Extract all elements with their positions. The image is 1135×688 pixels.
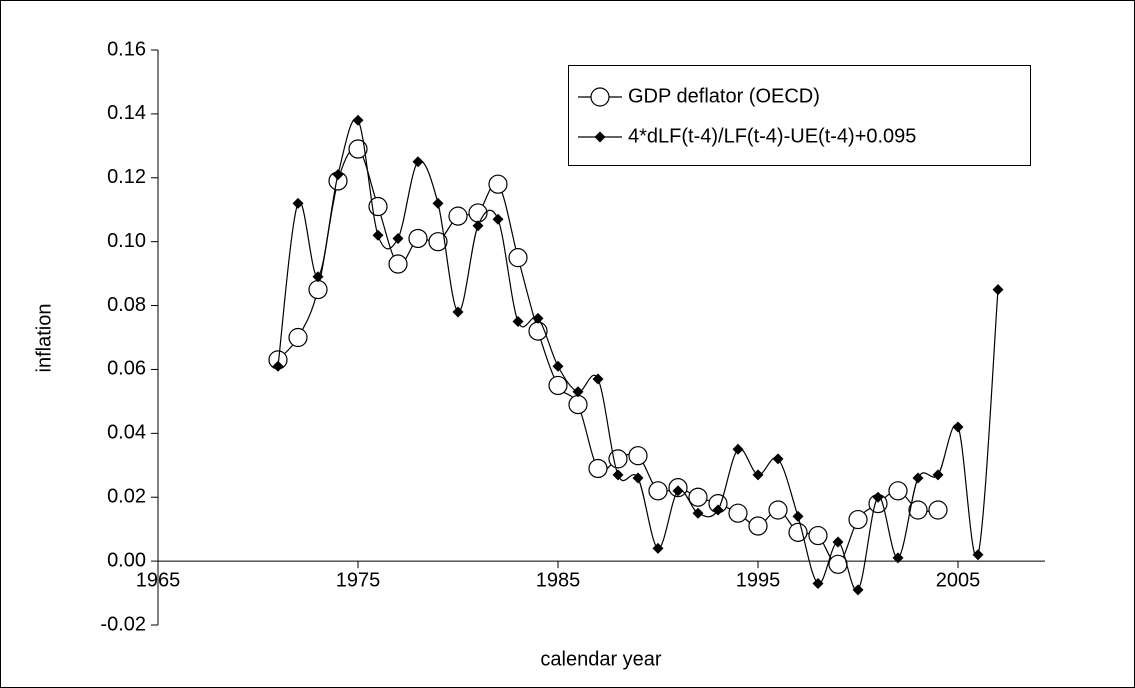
diamond-marker	[572, 386, 584, 398]
circle-marker	[388, 254, 408, 274]
diamond-marker	[792, 510, 804, 522]
diamond-marker	[992, 284, 1004, 296]
circle-marker	[608, 449, 628, 469]
diamond-marker	[412, 156, 424, 168]
y-tick-label: 0.00	[107, 549, 146, 571]
diamond-marker	[712, 504, 724, 516]
y-tick-label: 0.16	[107, 38, 146, 60]
diamond-marker	[752, 469, 764, 481]
y-tick-label: 0.10	[107, 230, 146, 252]
circle-marker	[808, 525, 828, 546]
circle-marker	[428, 232, 448, 252]
x-tick-label: 1995	[736, 569, 781, 591]
y-tick-label: 0.04	[107, 422, 146, 444]
diamond-marker	[372, 229, 384, 241]
y-tick-label: 0.02	[107, 486, 146, 508]
circle-marker	[888, 481, 908, 501]
circle-marker	[928, 500, 948, 520]
x-tick-label: 1975	[336, 569, 381, 591]
circle-marker	[348, 139, 368, 159]
y-axis-label: inflation	[33, 304, 55, 373]
diamond-marker	[592, 373, 604, 385]
diamond-marker	[532, 312, 544, 324]
diamond-marker	[652, 542, 664, 554]
circle-marker	[648, 481, 668, 501]
diamond-marker	[452, 306, 464, 318]
circle-marker	[628, 446, 648, 466]
diamond-marker	[552, 360, 564, 372]
y-tick-label: 0.06	[107, 358, 146, 380]
circle-marker	[728, 503, 748, 523]
diamond-marker	[852, 584, 864, 596]
diamond-marker	[632, 472, 644, 484]
diamond-marker	[292, 197, 304, 209]
diamond-marker	[492, 213, 504, 225]
x-axis-label: calendar year	[540, 648, 662, 670]
circle-marker	[568, 394, 588, 415]
diamond-marker	[952, 421, 964, 433]
circle-marker	[748, 516, 768, 536]
y-tick-label: 0.14	[107, 102, 146, 124]
diamond-marker	[692, 507, 704, 519]
diamond-marker	[772, 453, 784, 465]
circle-marker	[908, 500, 928, 520]
x-tick-label: 2005	[936, 569, 981, 591]
diamond-marker	[272, 360, 284, 372]
diamond-marker	[512, 316, 524, 328]
diamond-marker	[594, 131, 606, 143]
diamond-marker	[432, 197, 444, 209]
circle-marker	[508, 248, 528, 268]
circle-marker	[588, 458, 608, 479]
diamond-marker	[812, 577, 824, 589]
circle-marker	[828, 554, 848, 574]
legend-label: 4*dLF(t-4)/LF(t-4)-UE(t-4)+0.095	[628, 125, 916, 147]
diamond-marker	[972, 549, 984, 561]
diamond-marker	[472, 220, 484, 232]
diamond-marker	[352, 114, 364, 126]
x-tick-label: 1985	[536, 569, 581, 591]
diamond-marker	[332, 169, 344, 181]
y-tick-label: 0.12	[107, 166, 146, 188]
diamond-marker	[832, 536, 844, 548]
circle-marker	[308, 279, 328, 300]
circle-marker	[688, 487, 708, 507]
circle-marker	[590, 87, 610, 107]
y-tick-label: -0.02	[100, 613, 146, 635]
circle-marker	[448, 206, 468, 226]
circle-marker	[468, 203, 488, 223]
legend-label: GDP deflator (OECD)	[628, 85, 820, 107]
circle-marker	[288, 327, 308, 348]
x-tick-label: 1965	[136, 569, 181, 591]
diamond-marker	[872, 491, 884, 503]
legend-box	[568, 65, 1031, 166]
circle-marker	[488, 174, 508, 194]
diamond-marker	[932, 469, 944, 481]
diamond-marker	[392, 232, 404, 244]
circle-marker	[768, 500, 788, 520]
circle-marker	[408, 228, 428, 249]
diamond-marker	[892, 552, 904, 564]
diamond-marker	[612, 469, 624, 481]
diamond-marker	[912, 472, 924, 484]
y-tick-label: 0.08	[107, 294, 146, 316]
circle-marker	[788, 522, 808, 542]
circle-marker	[548, 375, 568, 396]
diamond-marker	[732, 443, 744, 455]
diamond-marker	[312, 271, 324, 283]
circle-marker	[848, 509, 868, 530]
diamond-marker	[672, 485, 684, 497]
